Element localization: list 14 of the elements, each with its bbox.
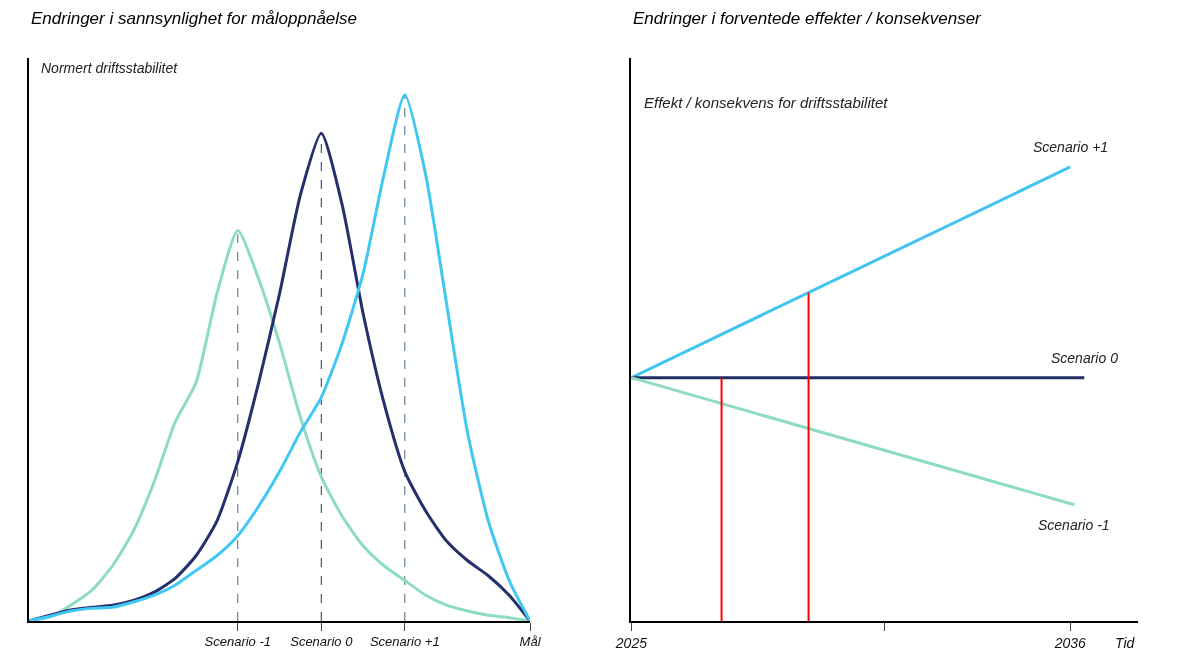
- x-tick-label: Scenario -1: [204, 634, 272, 650]
- x-tick-label: Mål: [519, 634, 542, 650]
- series-label: Scenario 0: [1051, 350, 1119, 366]
- x-axis-title: Tid: [1115, 635, 1136, 651]
- x-tick-label: Scenario 0: [290, 634, 354, 650]
- y-axis-title: Effekt / konsekvens for driftsstabilitet: [644, 94, 889, 111]
- y-axis-title: Normert driftsstabilitet: [41, 60, 179, 76]
- x-tick-label: 2036: [1053, 634, 1087, 651]
- series-label: Scenario +1: [1033, 139, 1109, 155]
- x-tick-label: Scenario +1: [369, 634, 440, 650]
- x-tick-label: 2025: [614, 634, 648, 651]
- chart-title: Endringer i sannsynlighet for måloppnåelse: [31, 9, 358, 28]
- chart-title: Endringer i forventede effekter / konsekvenser: [633, 9, 983, 28]
- series-label: Scenario -1: [1038, 517, 1110, 533]
